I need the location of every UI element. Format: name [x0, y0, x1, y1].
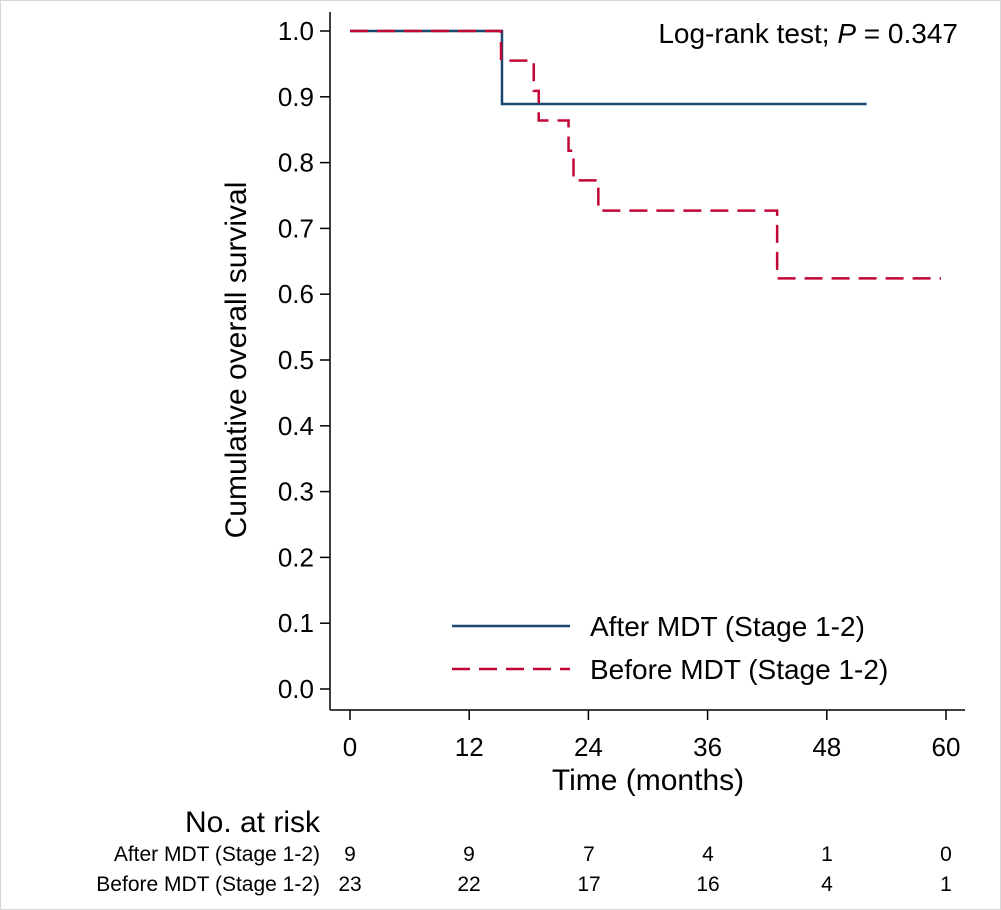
- risk-after-t12: 9: [463, 843, 475, 866]
- risk-after-t24: 7: [583, 843, 595, 866]
- risk-after-t0: 9: [344, 843, 356, 866]
- y-tick-label: 0.0: [278, 674, 314, 704]
- risk-before-t60: 1: [940, 873, 952, 896]
- y-tick-label: 0.4: [278, 411, 314, 441]
- y-tick-label: 0.8: [278, 148, 314, 178]
- risk-after-t60: 0: [940, 843, 952, 866]
- y-tick-label: 0.9: [278, 82, 314, 112]
- y-tick-label: 0.6: [278, 279, 314, 309]
- risk-before-t0: 23: [338, 873, 362, 896]
- logrank-annotation: Log-rank test; P = 0.347: [658, 18, 958, 49]
- km-curve-after-mdt: [350, 29, 867, 106]
- x-tick-label: 24: [574, 732, 603, 762]
- x-tick-label: 0: [343, 732, 357, 762]
- x-tick-label: 36: [693, 732, 722, 762]
- legend-label-before-mdt: Before MDT (Stage 1-2): [590, 654, 888, 685]
- y-tick-label: 0.1: [278, 608, 314, 638]
- x-axis-title: Time (months): [552, 764, 744, 797]
- risk-before-t12: 22: [457, 873, 481, 896]
- risk-table-title: No. at risk: [184, 806, 320, 839]
- km-curve-before-mdt: [350, 29, 942, 280]
- y-tick-label: 0.3: [278, 477, 314, 507]
- risk-before-t36: 16: [696, 873, 720, 896]
- risk-before-t24: 17: [577, 873, 601, 896]
- risk-after-t48: 1: [821, 843, 833, 866]
- risk-row-label-before: Before MDT (Stage 1-2): [96, 873, 320, 896]
- risk-before-t48: 4: [821, 873, 833, 896]
- x-tick-label: 48: [812, 732, 841, 762]
- risk-row-label-after: After MDT (Stage 1-2): [113, 843, 320, 866]
- y-axis-title: Cumulative overall survival: [220, 182, 253, 539]
- y-tick-label: 0.5: [278, 345, 314, 375]
- y-tick-label: 1.0: [278, 16, 314, 46]
- x-tick-label: 12: [455, 732, 484, 762]
- legend-label-after-mdt: After MDT (Stage 1-2): [590, 611, 865, 642]
- y-tick-label: 0.2: [278, 542, 314, 572]
- y-tick-label: 0.7: [278, 213, 314, 243]
- x-tick-label: 60: [932, 732, 961, 762]
- risk-after-t36: 4: [702, 843, 714, 866]
